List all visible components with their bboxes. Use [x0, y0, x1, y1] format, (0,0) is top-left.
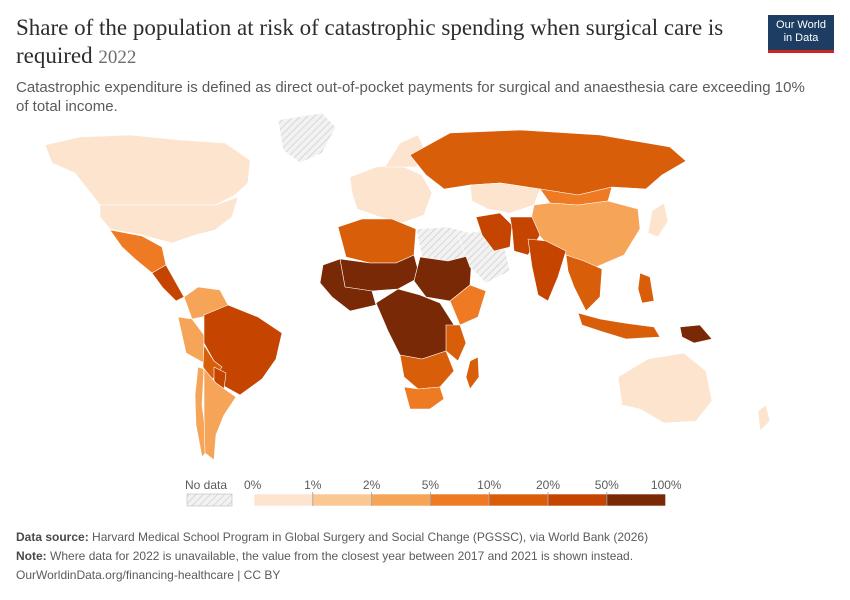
chart-header: Share of the population at risk of catas…	[16, 14, 805, 116]
region-indonesia[interactable]	[577, 312, 661, 340]
region-japan[interactable]	[647, 202, 669, 238]
region-north-africa[interactable]	[337, 218, 417, 264]
legend-bin-2[interactable]	[371, 493, 431, 507]
legend-tick-5: 20%	[536, 478, 560, 492]
region-australia[interactable]	[617, 352, 713, 424]
region-europe[interactable]	[349, 164, 433, 224]
legend-bin-3[interactable]	[430, 493, 490, 507]
region-iran[interactable]	[475, 212, 513, 252]
legend-tick-7: 100%	[651, 478, 682, 492]
chart-footer: Data source: Harvard Medical School Prog…	[16, 528, 648, 585]
region-philippines[interactable]	[637, 272, 655, 304]
legend-tick-0: 0%	[244, 478, 262, 492]
chart-title: Share of the population at risk of catas…	[16, 14, 736, 72]
region-southeast-asia[interactable]	[565, 254, 603, 312]
legend-color-bins	[253, 493, 666, 507]
region-kazakhstan[interactable]	[469, 182, 541, 214]
region-south-africa[interactable]	[403, 386, 445, 410]
legend-tick-6: 50%	[595, 478, 619, 492]
map-legend: No data 0% 1% 2% 5% 10% 20% 50% 100%	[185, 478, 682, 507]
legend-tick-2: 2%	[363, 478, 381, 492]
region-madagascar[interactable]	[465, 356, 480, 390]
legend-tick-1: 1%	[304, 478, 322, 492]
legend-bin-6[interactable]	[606, 493, 666, 507]
region-east-africa[interactable]	[445, 324, 467, 362]
url-line[interactable]: OurWorldinData.org/financing-healthcare …	[16, 568, 281, 582]
note-label: Note:	[16, 549, 47, 563]
title-year: 2022	[98, 47, 137, 68]
region-greenland[interactable]	[277, 112, 337, 164]
region-new-zealand[interactable]	[757, 404, 771, 432]
note-line: Note: Where data for 2022 is unavailable…	[16, 547, 648, 566]
region-canada-alaska[interactable]	[44, 134, 251, 206]
region-southern-africa[interactable]	[399, 350, 455, 390]
legend-no-data-label: No data	[185, 478, 227, 492]
logo-line-1: Our World	[776, 19, 826, 31]
legend-bin-4[interactable]	[488, 493, 549, 507]
region-peru[interactable]	[177, 316, 205, 364]
chart-subtitle: Catastrophic expenditure is defined as d…	[16, 79, 805, 115]
region-china[interactable]	[529, 200, 641, 268]
note-text: Where data for 2022 is unavailable, the …	[50, 549, 634, 563]
title-text: Share of the population at risk of catas…	[16, 15, 724, 68]
region-united-states[interactable]	[99, 196, 239, 244]
logo-line-2: in Data	[783, 32, 819, 44]
region-india[interactable]	[527, 238, 567, 302]
source-label: Data source:	[16, 530, 89, 544]
region-central-america[interactable]	[151, 264, 185, 302]
legend-tick-labels: 0% 1% 2% 5% 10% 20% 50% 100%	[244, 478, 682, 506]
region-argentina[interactable]	[203, 368, 237, 461]
world-map[interactable]	[0, 105, 850, 475]
legend-bin-1[interactable]	[312, 493, 372, 507]
source-text[interactable]: Harvard Medical School Program in Global…	[92, 530, 649, 544]
owid-logo[interactable]: Our World in Data	[768, 15, 834, 53]
region-papua[interactable]	[679, 324, 713, 344]
legend-no-data-swatch	[186, 493, 233, 507]
legend-bin-0[interactable]	[253, 493, 314, 507]
legend-tick-3: 5%	[422, 478, 440, 492]
source-line: Data source: Harvard Medical School Prog…	[16, 528, 648, 547]
region-ethiopia[interactable]	[449, 284, 487, 326]
legend-tick-4: 10%	[477, 478, 501, 492]
legend-bin-5[interactable]	[547, 493, 608, 507]
region-west-africa[interactable]	[319, 258, 377, 312]
region-russia[interactable]	[409, 129, 687, 196]
